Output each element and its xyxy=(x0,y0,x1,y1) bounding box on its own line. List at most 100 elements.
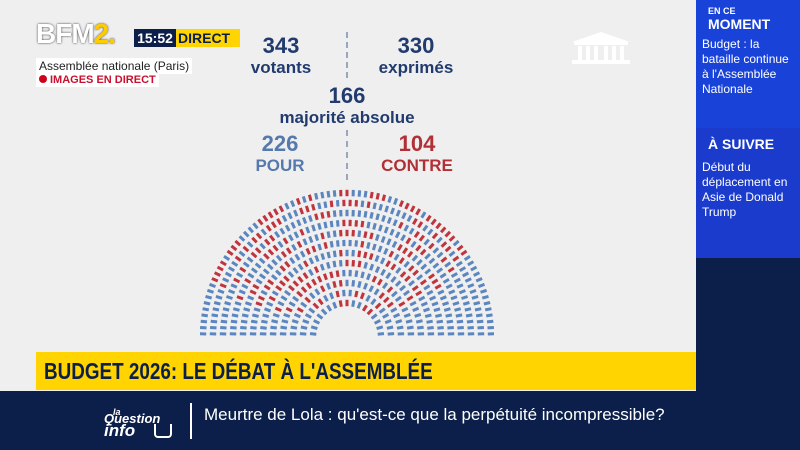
seat-pour xyxy=(450,295,458,301)
seat-pour xyxy=(373,319,381,325)
seat-pour xyxy=(436,251,444,259)
seat-pour xyxy=(300,301,308,308)
seat-contre xyxy=(360,240,365,248)
seat-pour xyxy=(437,326,444,330)
seat-contre xyxy=(411,285,419,292)
seat-pour xyxy=(481,294,489,300)
seat-pour xyxy=(442,301,450,307)
seat-pour xyxy=(305,226,311,234)
majorite-stat: 166 majorité absolue xyxy=(258,84,436,128)
seat-pour xyxy=(323,294,329,302)
seat-contre xyxy=(368,253,374,261)
seat-pour xyxy=(308,257,315,265)
seat-pour xyxy=(250,319,258,324)
seat-pour xyxy=(366,273,372,281)
headline-text: BUDGET 2026: LE DÉBAT À L'ASSEMBLÉE xyxy=(44,358,433,384)
seat-pour xyxy=(271,319,279,324)
seat-contre xyxy=(236,295,244,301)
seat-pour xyxy=(383,247,389,255)
seat-pour xyxy=(416,274,424,281)
seat-pour xyxy=(387,195,393,203)
seat-pour xyxy=(369,263,375,271)
seat-contre xyxy=(434,283,442,290)
seat-pour xyxy=(211,313,219,318)
seat-pour xyxy=(384,205,390,213)
live-dot-icon xyxy=(39,75,47,83)
seat-pour xyxy=(283,312,291,318)
seat-contre xyxy=(275,285,283,292)
seat-pour xyxy=(250,326,257,330)
contre-label: CONTRE xyxy=(381,156,453,175)
seat-pour xyxy=(378,307,386,314)
seat-contre xyxy=(313,266,320,274)
seat-pour xyxy=(307,268,314,276)
seat-pour xyxy=(279,227,286,235)
seat-contre xyxy=(329,271,334,279)
seat-contre xyxy=(369,191,374,199)
seat-pour xyxy=(238,289,246,295)
seat-contre xyxy=(339,249,343,257)
seat-pour xyxy=(470,265,478,272)
seat-pour xyxy=(208,282,217,289)
seat-pour xyxy=(485,313,493,318)
seat-contre xyxy=(216,265,224,272)
seat-pour xyxy=(281,319,289,324)
seat-pour xyxy=(250,267,258,274)
seat-pour xyxy=(354,240,358,247)
seat-pour xyxy=(277,300,285,307)
seat-pour xyxy=(445,313,453,318)
seat-pour xyxy=(271,259,278,266)
seat-pour xyxy=(316,313,324,320)
seat-pour xyxy=(251,313,259,318)
seat-pour xyxy=(351,300,356,307)
seat-pour xyxy=(329,240,334,248)
seat-pour xyxy=(313,319,321,325)
seat-contre xyxy=(239,266,247,273)
seat-pour xyxy=(454,307,462,312)
seat-pour xyxy=(473,271,481,277)
seat-contre xyxy=(234,255,242,262)
seat-pour xyxy=(403,312,411,318)
seat-contre xyxy=(251,236,258,244)
seat-contre xyxy=(406,295,414,302)
seat-contre xyxy=(398,301,406,307)
a-suivre-label: À SUIVRE xyxy=(708,136,775,152)
seat-pour xyxy=(436,319,444,324)
seat-pour xyxy=(275,269,282,276)
ticker-divider xyxy=(190,403,192,439)
en-ce-moment-panel: EN CE MOMENT Budget : la bataille contin… xyxy=(696,0,800,128)
seat-pour xyxy=(390,290,398,298)
seat-pour xyxy=(240,326,247,330)
seat-pour xyxy=(452,301,460,306)
seat-contre xyxy=(297,275,304,283)
seat-pour xyxy=(326,304,333,312)
broadcast-area: BFM2. 15:52 DIRECT Assemblée nationale (… xyxy=(36,19,696,390)
seat-contre xyxy=(408,265,415,272)
seat-contre xyxy=(335,270,340,278)
seat-pour xyxy=(375,213,380,221)
seat-pour xyxy=(284,224,291,232)
seat-pour xyxy=(374,255,380,263)
seat-contre xyxy=(412,269,419,276)
seat-pour xyxy=(232,307,240,312)
seat-pour xyxy=(420,301,428,307)
seat-contre xyxy=(439,226,447,234)
seat-contre xyxy=(257,295,265,301)
seat-pour xyxy=(270,274,278,281)
seat-contre xyxy=(305,247,311,255)
seat-pour xyxy=(448,289,456,295)
seat-pour xyxy=(464,307,472,312)
seat-contre xyxy=(440,256,448,263)
seat-pour xyxy=(458,289,466,295)
seat-pour xyxy=(299,250,306,258)
time-direct-box: 15:52 DIRECT xyxy=(134,29,240,47)
seat-pour xyxy=(292,295,300,303)
seat-contre xyxy=(314,213,319,221)
seat-contre xyxy=(369,232,374,240)
seat-pour xyxy=(228,289,236,295)
seat-pour xyxy=(362,282,369,290)
exprimes-stat: 330 exprimés xyxy=(364,34,468,78)
seat-pour xyxy=(410,240,417,248)
seat-pour xyxy=(348,289,352,297)
seat-pour xyxy=(332,230,337,238)
